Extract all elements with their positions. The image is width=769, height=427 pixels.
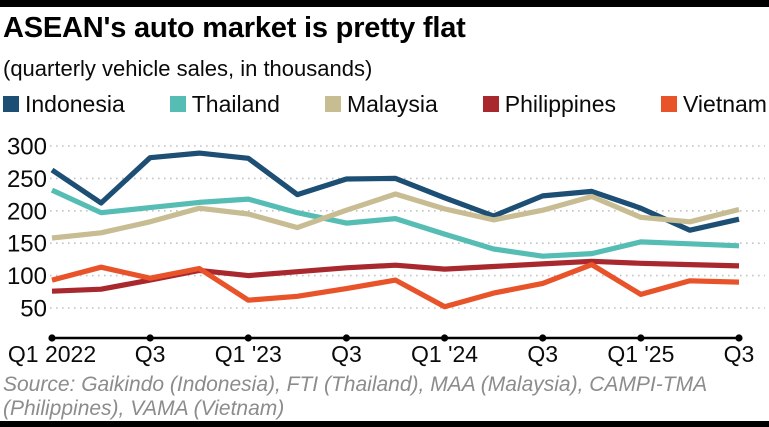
philippines-swatch-icon [482,96,499,112]
malaysia-swatch-icon [324,96,341,112]
axis-tick-dot [637,334,645,342]
axis-tick-dot [48,334,56,342]
y-tick-label: 300 [7,134,47,161]
legend: Indonesia Thailand Malaysia Philippines … [3,90,767,118]
x-tick-label: Q3 [527,341,558,367]
x-tick-label: Q1 '23 [215,341,282,367]
y-tick-label: 150 [7,231,47,258]
axis-tick-dot [539,334,547,342]
series-line-thailand [50,187,740,259]
y-tick-label: 250 [7,166,47,193]
chart-subtitle: (quarterly vehicle sales, in thousands) [3,56,373,81]
legend-label: Indonesia [25,90,125,117]
series-line-malaysia [51,191,740,241]
series-line-indonesia [50,150,740,233]
axis-tick-dot [342,334,351,342]
series-line-vietnam [51,262,740,310]
thailand-swatch-icon [169,96,186,112]
y-tick-label: 200 [7,198,47,225]
line-chart: 300 250 200 150 100 50 Q1 2022 Q3 Q1 '23 Q3 Q1 '24… [7,134,765,367]
x-tick-label: Q3 [724,341,755,367]
vietnam-swatch-icon [661,96,677,112]
chart-title: ASEAN's auto market is pretty flat [3,12,466,44]
source-note: Source: Gaikindo (Indonesia), FTI (Thail… [3,373,766,421]
source-line-2: (Philippines), VAMA (Vietnam) [3,397,285,420]
y-tick-label: 50 [20,296,47,323]
x-tick-label: Q3 [135,341,166,367]
axis-tick-dot [440,334,449,342]
bottom-border-bar [0,421,769,427]
axis-tick-dot [735,334,743,342]
legend-item-thailand: Thailand [169,90,280,118]
axis-tick-dot [146,334,154,342]
indonesia-swatch-icon [3,96,19,112]
axis-tick-dot [244,334,252,342]
legend-item-malaysia: Malaysia [324,90,438,118]
x-tick-label: Q1 2022 [8,341,96,367]
top-border-bar [0,0,769,7]
legend-item-vietnam: Vietnam [661,91,767,118]
legend-item-indonesia: Indonesia [3,91,125,118]
source-line-1: Source: Gaikindo (Indonesia), FTI (Thail… [3,373,708,396]
y-tick-label: 100 [7,263,47,290]
legend-label: Vietnam [683,90,767,117]
legend-label: Thailand [191,90,280,117]
x-tick-label: Q1 '25 [607,341,674,367]
legend-item-philippines: Philippines [482,90,616,118]
x-tick-label: Q3 [331,341,362,367]
legend-label: Malaysia [346,90,438,117]
legend-label: Philippines [504,90,616,117]
x-tick-label: Q1 '24 [411,341,478,367]
